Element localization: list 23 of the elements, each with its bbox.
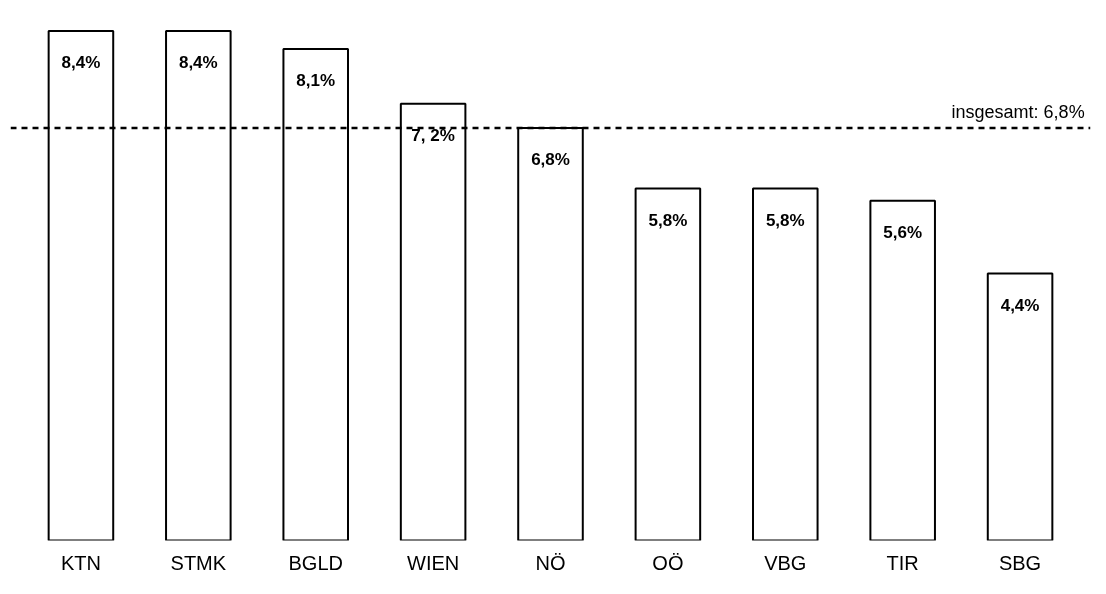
bar bbox=[752, 187, 819, 541]
data-label: 8,1% bbox=[296, 71, 336, 91]
data-label: 5,8% bbox=[648, 210, 688, 230]
x-tick-label: WIEN bbox=[407, 551, 460, 574]
data-label: 4,4% bbox=[1000, 295, 1040, 315]
x-tick-label: NÖ bbox=[535, 551, 566, 574]
bar bbox=[986, 272, 1054, 541]
x-tick-label: OÖ bbox=[652, 551, 684, 574]
data-label: 5,6% bbox=[883, 222, 923, 242]
data-label: 6,8% bbox=[531, 149, 570, 169]
data-label: 5,8% bbox=[765, 210, 805, 230]
data-label: 8,4% bbox=[61, 52, 101, 72]
ref-line-label: insgesamt: 6,8% bbox=[951, 101, 1085, 122]
x-tick-label: BGLD bbox=[288, 551, 343, 574]
data-label: 7, 2% bbox=[411, 125, 455, 145]
x-tick-label: TIR bbox=[886, 551, 919, 574]
x-tick-label: SBG bbox=[998, 551, 1042, 574]
bar bbox=[869, 199, 936, 541]
x-tick-label: KTN bbox=[60, 551, 101, 574]
x-tick-label: VBG bbox=[764, 551, 807, 574]
x-tick-label: STMK bbox=[170, 551, 227, 574]
bar bbox=[634, 187, 702, 541]
data-label: 8,4% bbox=[178, 52, 218, 72]
